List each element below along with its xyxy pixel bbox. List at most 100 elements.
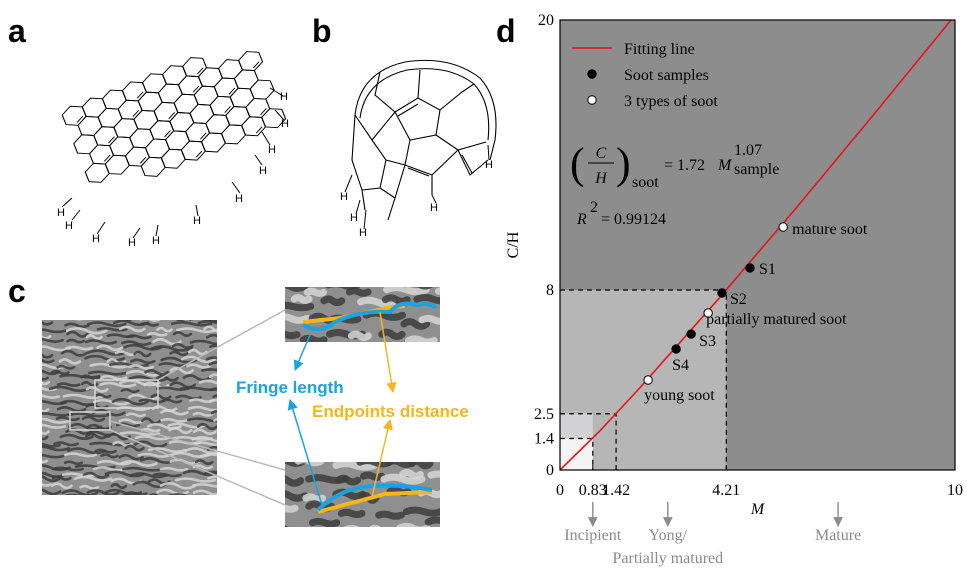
fringe bbox=[351, 334, 368, 337]
x-axis-title: M bbox=[750, 501, 766, 518]
hexagon bbox=[159, 145, 187, 172]
fringe bbox=[406, 510, 441, 513]
atom-label: H bbox=[259, 165, 267, 177]
fringe-length-label: Fringe length bbox=[236, 378, 344, 397]
atom-label: H bbox=[193, 215, 201, 227]
hexagon bbox=[60, 102, 88, 129]
legend-label: 3 types of soot bbox=[624, 93, 718, 110]
fringe bbox=[392, 354, 424, 358]
hexagon bbox=[72, 131, 100, 158]
data-point bbox=[687, 330, 695, 338]
h-bond bbox=[232, 182, 240, 193]
cage-outline bbox=[360, 69, 489, 140]
figure: a b c d HHHHHHHHHHHHHHHH Fringe length E… bbox=[0, 0, 967, 568]
paren: ( bbox=[570, 139, 585, 188]
fringe bbox=[275, 284, 305, 288]
fringe bbox=[303, 338, 324, 341]
hexagon bbox=[240, 113, 268, 140]
fringe bbox=[307, 291, 323, 293]
data-point bbox=[718, 289, 726, 297]
fringe bbox=[339, 478, 358, 482]
fringe bbox=[363, 475, 381, 477]
atom-label: H bbox=[65, 220, 73, 232]
fringe bbox=[428, 520, 462, 524]
fringe bbox=[161, 315, 187, 320]
fringe bbox=[64, 495, 99, 497]
fringe bbox=[422, 318, 447, 321]
data-point bbox=[644, 376, 652, 384]
fringe bbox=[341, 512, 362, 514]
h-bond bbox=[255, 155, 262, 165]
legend-swatch bbox=[588, 70, 596, 78]
eq-var-subscript: sample bbox=[734, 161, 779, 178]
point-label: S3 bbox=[699, 333, 716, 350]
y-tick-label: 20 bbox=[538, 12, 554, 29]
y-tick-label: 1.4 bbox=[534, 431, 554, 448]
fringe bbox=[379, 514, 402, 516]
cage-bond bbox=[372, 70, 486, 165]
stage-label: Partially matured bbox=[613, 550, 724, 567]
fringe bbox=[400, 526, 427, 530]
fringe bbox=[402, 472, 420, 476]
fringe bbox=[148, 495, 170, 500]
fringe bbox=[408, 339, 434, 342]
cage-ring bbox=[352, 115, 386, 190]
fringe bbox=[275, 333, 297, 335]
fringe bbox=[275, 529, 302, 533]
molecule-b bbox=[352, 60, 496, 220]
hexagon bbox=[139, 153, 167, 180]
r2-symbol: R bbox=[576, 211, 587, 228]
x-tick-label: 4.21 bbox=[712, 482, 740, 499]
point-label: partially matured soot bbox=[706, 311, 847, 328]
atom-label: H bbox=[92, 233, 100, 245]
fringe bbox=[32, 494, 51, 498]
fringe bbox=[431, 474, 466, 476]
panel-label: d bbox=[496, 13, 516, 49]
point-label: S2 bbox=[730, 291, 747, 308]
r2-rhs: = 0.99124 bbox=[601, 211, 666, 228]
fringe bbox=[438, 290, 469, 292]
fringe bbox=[412, 461, 430, 466]
hexagon bbox=[220, 121, 248, 148]
stage-label: Yong/ bbox=[649, 527, 688, 544]
h-bond bbox=[97, 222, 105, 234]
stage-label: Mature bbox=[815, 527, 861, 544]
fringe bbox=[32, 315, 59, 319]
hexagon bbox=[179, 137, 207, 164]
legend-label: Fitting line bbox=[624, 41, 695, 58]
fringe bbox=[59, 317, 86, 319]
molecule-a bbox=[60, 33, 287, 200]
data-point bbox=[746, 264, 754, 272]
fringe bbox=[216, 496, 235, 499]
x-tick-label: 10 bbox=[947, 482, 963, 499]
hexagon bbox=[83, 159, 111, 186]
atom-label: H bbox=[152, 235, 160, 247]
eq-subscript: soot bbox=[632, 174, 659, 191]
fringe bbox=[214, 418, 249, 422]
fringe bbox=[349, 291, 368, 294]
point-label: S1 bbox=[759, 261, 776, 278]
fringe bbox=[312, 521, 336, 524]
fringe bbox=[191, 497, 206, 499]
fringe bbox=[275, 317, 307, 321]
fringe bbox=[275, 507, 295, 509]
y-axis-title: C/H bbox=[505, 231, 522, 258]
atom-label: H bbox=[350, 212, 358, 224]
x-tick-label: 0 bbox=[556, 482, 564, 499]
fringe bbox=[322, 351, 353, 354]
fringe bbox=[94, 497, 131, 500]
y-tick-label: 0 bbox=[546, 462, 554, 479]
h-bond bbox=[133, 228, 140, 238]
hexagon bbox=[200, 129, 228, 156]
atom-label: H bbox=[340, 191, 348, 203]
fringe bbox=[405, 281, 432, 285]
legend-label: Soot samples bbox=[624, 67, 709, 84]
h-bond bbox=[262, 132, 270, 145]
atom-label: H bbox=[268, 144, 276, 156]
point-label: S4 bbox=[672, 357, 689, 374]
double-bond bbox=[398, 104, 472, 176]
panel-label: a bbox=[8, 13, 26, 49]
fringe bbox=[275, 305, 311, 308]
stage-label: Incipient bbox=[564, 527, 621, 544]
